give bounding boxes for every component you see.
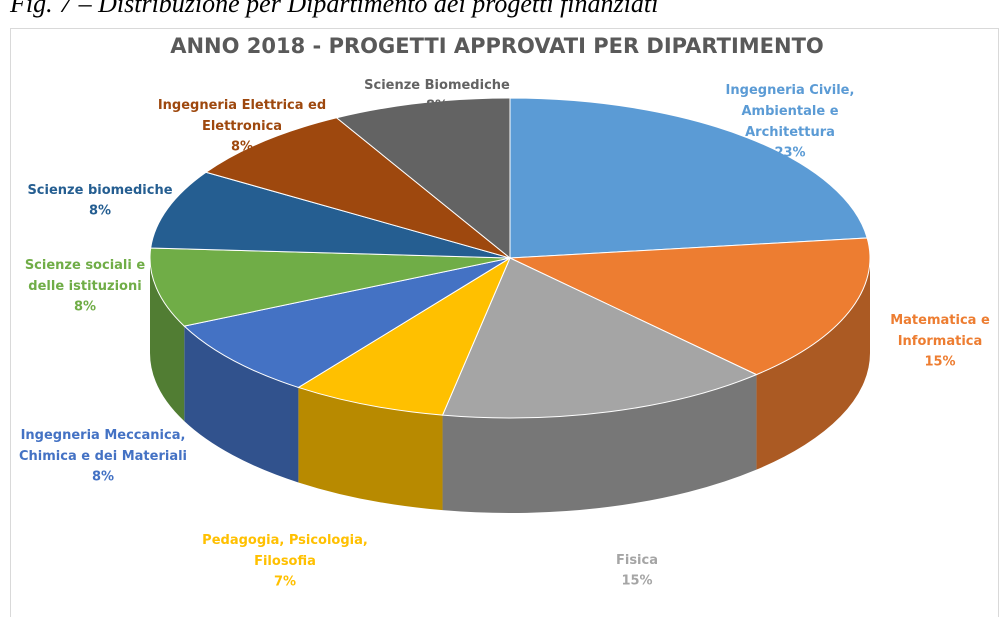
slice-label: Scienze biomediche bbox=[27, 183, 172, 198]
slice bbox=[149, 247, 511, 327]
chart-title: ANNO 2018 - PROGETTI APPROVATI PER DIPAR… bbox=[170, 34, 824, 58]
slice-side bbox=[756, 258, 870, 470]
slice bbox=[183, 257, 511, 388]
slice bbox=[150, 171, 511, 259]
slice bbox=[335, 97, 511, 260]
slice-label: Ingegneria Elettrica ed Elettronica bbox=[158, 98, 326, 134]
slice bbox=[297, 256, 512, 416]
slice bbox=[509, 97, 868, 259]
value-label: 7% bbox=[274, 575, 296, 590]
slice-label: Pedagogia, Psicologia, Filosofia bbox=[202, 533, 368, 569]
value-label: 8% bbox=[231, 140, 253, 155]
value-label: 8% bbox=[74, 300, 96, 315]
slice-label: Scienze sociali e delle istituzioni bbox=[25, 258, 146, 294]
value-label: 15% bbox=[621, 574, 652, 589]
slice-side bbox=[184, 326, 299, 483]
chart-border bbox=[10, 28, 999, 617]
value-label: 8% bbox=[426, 99, 448, 114]
caption: Fig. 7 – Distribuzione per Dipartimento … bbox=[9, 0, 658, 18]
slice-label: Fisica bbox=[616, 553, 658, 568]
value-label: 8% bbox=[92, 470, 114, 485]
slice-label: Matematica e Informatica bbox=[890, 313, 990, 349]
slice bbox=[441, 257, 758, 419]
slice bbox=[204, 117, 511, 259]
value-label: 23% bbox=[774, 146, 805, 161]
slice-side bbox=[150, 258, 185, 422]
value-label: 15% bbox=[924, 355, 955, 370]
slice-label: Ingegneria Civile, Ambientale e Architettu… bbox=[726, 83, 855, 140]
slice-side bbox=[298, 387, 443, 511]
slice bbox=[509, 237, 871, 376]
slice-label: Ingegneria Meccanica, Chimica e dei Mater… bbox=[19, 428, 187, 464]
value-label: 8% bbox=[89, 204, 111, 219]
slice-label: Scienze Biomediche bbox=[364, 78, 510, 93]
slice-side bbox=[442, 374, 757, 513]
